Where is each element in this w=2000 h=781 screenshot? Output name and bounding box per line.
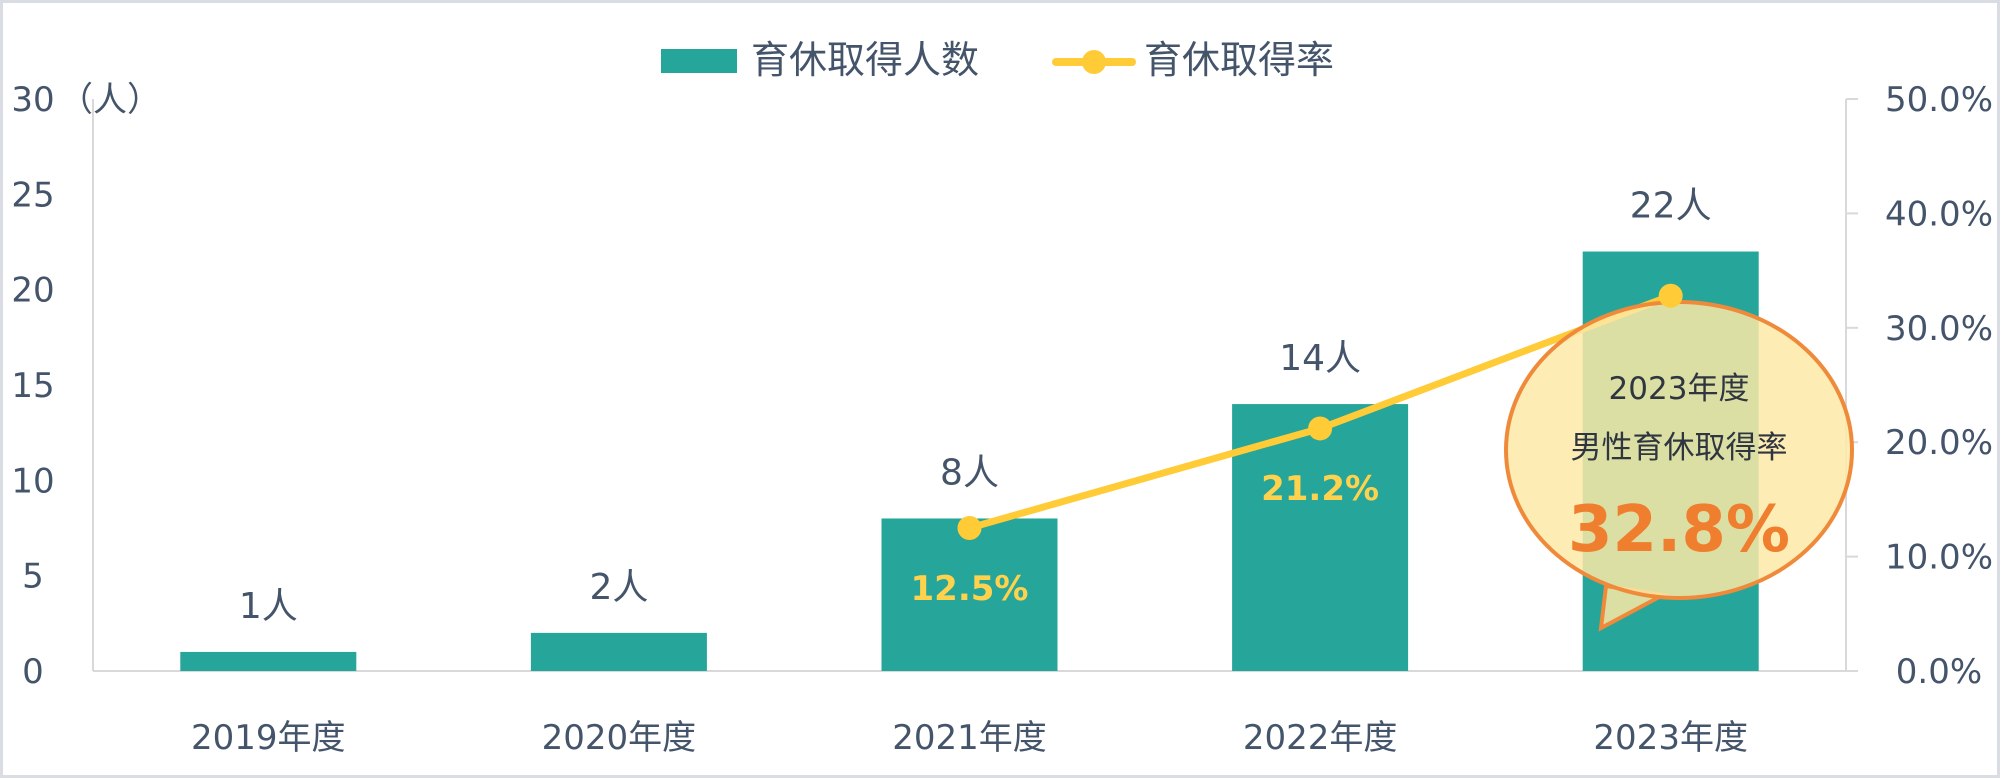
y-left-tick-label: 10: [11, 461, 54, 501]
y-left-tick-label: 30: [11, 80, 54, 120]
y-right-tick-label: 0.0%: [1896, 652, 1982, 692]
rate-marker: [1658, 283, 1683, 308]
y-right-tick-label: 30.0%: [1885, 309, 1993, 349]
legend-line-marker: [1082, 50, 1106, 74]
rate-data-label: 12.5%: [911, 569, 1029, 609]
legend-bar-label: 育休取得人数: [751, 38, 979, 82]
y-left-tick-label: 0: [22, 652, 44, 692]
bar-data-label: 14人: [1279, 338, 1361, 379]
y-left-tick-label: 25: [11, 175, 54, 215]
bar: [180, 651, 357, 671]
rate-marker: [1308, 416, 1333, 441]
x-category-label: 2023年度: [1593, 718, 1748, 758]
x-category-label: 2019年度: [191, 718, 346, 758]
y-left-unit-label: （人）: [59, 80, 161, 120]
legend-bar-swatch: [661, 49, 737, 73]
bar: [530, 632, 707, 671]
callout-title: 2023年度: [1609, 371, 1750, 407]
chart-svg: 0 5 10 15 20 25 30 （人） 0.0% 10.0% 20.0% 30.0% 40.0% 5…: [11, 38, 1993, 758]
y-left-tick-label: 5: [22, 557, 44, 597]
callout-subtitle: 男性育休取得率: [1571, 430, 1788, 466]
x-category-label: 2022年度: [1243, 718, 1398, 758]
legend-line-label: 育休取得率: [1144, 38, 1334, 82]
bar-data-label: 8人: [940, 452, 999, 493]
rate-data-label: 21.2%: [1261, 469, 1379, 509]
y-left-tick-label: 20: [11, 271, 54, 311]
y-left-tick-label: 15: [11, 366, 54, 406]
y-right-tick-label: 40.0%: [1885, 194, 1993, 234]
y-right-tick-label: 20.0%: [1885, 423, 1993, 463]
bar-data-label: 2人: [589, 567, 648, 608]
bar-data-label: 1人: [239, 586, 298, 627]
x-category-label: 2020年度: [542, 718, 697, 758]
y-right-tick-label: 10.0%: [1885, 538, 1993, 578]
x-category-label: 2021年度: [892, 718, 1047, 758]
callout-value: 32.8%: [1568, 493, 1790, 567]
bar: [881, 518, 1058, 671]
y-right-tick-label: 50.0%: [1885, 80, 1993, 120]
bar-data-label: 22人: [1630, 186, 1712, 227]
rate-marker: [957, 516, 982, 540]
